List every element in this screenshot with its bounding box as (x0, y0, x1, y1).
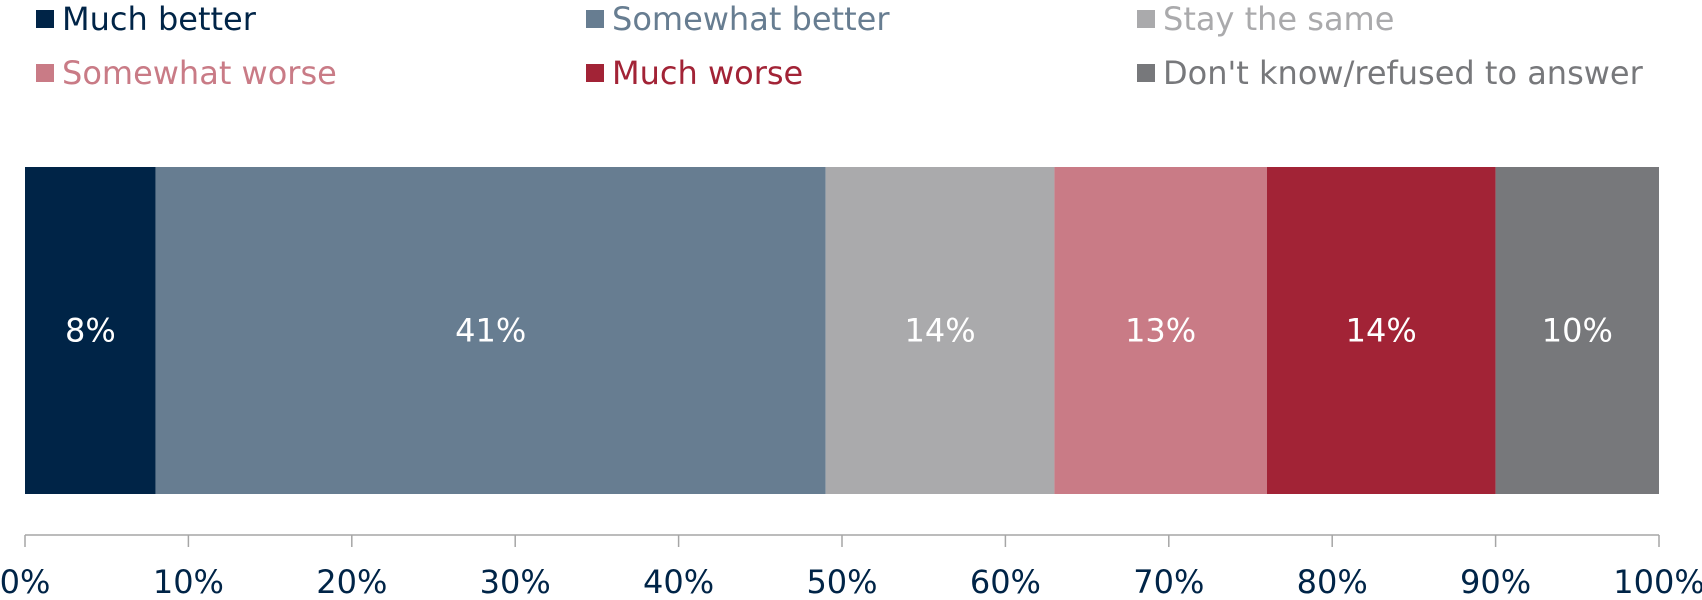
x-tick-label: 100% (1613, 563, 1702, 600)
data-label-stay-the-same: 14% (904, 312, 975, 350)
bar-segment-don-t-know-refused-to-answer (1495, 167, 1659, 494)
bar-segment-somewhat-better (155, 167, 826, 494)
legend-label-somewhat-better: Somewhat better (612, 0, 890, 38)
legend-label-stay-the-same: Stay the same (1163, 0, 1394, 38)
x-tick-label: 60% (970, 563, 1041, 600)
x-tick-label: 70% (1133, 563, 1204, 600)
x-tick-label: 0% (0, 563, 50, 600)
bar-segment-much-worse (1266, 167, 1496, 494)
legend-label-don-t-know-refused-to-answer: Don't know/refused to answer (1163, 54, 1644, 92)
x-tick-label: 90% (1460, 563, 1531, 600)
x-tick-label: 80% (1297, 563, 1368, 600)
legend-label-much-better: Much better (62, 0, 257, 38)
legend-swatch-stay-the-same (1137, 10, 1155, 28)
data-label-somewhat-better: 41% (455, 312, 526, 350)
x-tick-label: 10% (153, 563, 224, 600)
legend-swatch-somewhat-worse (36, 64, 54, 82)
x-tick-label: 40% (643, 563, 714, 600)
legend-swatch-somewhat-better (586, 10, 604, 28)
legend-label-much-worse: Much worse (612, 54, 803, 92)
x-tick-label: 20% (316, 563, 387, 600)
x-tick-label: 50% (806, 563, 877, 600)
x-tick-label: 30% (480, 563, 551, 600)
data-label-much-worse: 14% (1346, 312, 1417, 350)
legend: Much better Somewhat better Stay the same S… (36, 0, 1644, 92)
legend-label-somewhat-worse: Somewhat worse (62, 54, 337, 92)
bar-segment-much-better (25, 167, 156, 494)
data-label-much-better: 8% (65, 312, 116, 350)
legend-swatch-don-t-know-refused-to-answer (1137, 64, 1155, 82)
data-label-somewhat-worse: 13% (1125, 312, 1196, 350)
bar-segments: 8% 41% 14% 13% 14% 10% (25, 167, 1659, 494)
bar-segment-somewhat-worse (1054, 167, 1267, 494)
x-axis: 0% 10% 20% 30% 40% 50% 60% 70% 80% 90% 100% (0, 534, 1702, 600)
legend-swatch-much-worse (586, 64, 604, 82)
data-label-don-t-know-refused-to-answer: 10% (1542, 312, 1613, 350)
legend-swatch-much-better (36, 10, 54, 28)
bar-segment-stay-the-same (825, 167, 1055, 494)
